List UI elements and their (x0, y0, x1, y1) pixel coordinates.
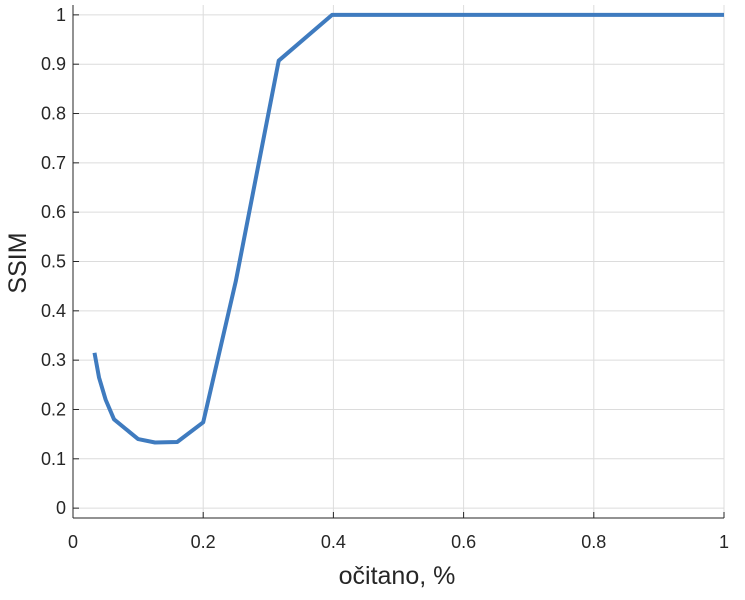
y-tick-label: 0.5 (41, 252, 66, 272)
y-axis-title: SSIM (4, 232, 32, 293)
y-tick-label: 0.9 (41, 54, 66, 74)
x-tick-label: 0.4 (321, 532, 346, 552)
x-tick-label: 0.2 (191, 532, 216, 552)
series-layer (92, 12, 724, 445)
tick-labels: 0 0.2 0.4 0.6 0.8 1 0 0.1 0.2 0.3 0.4 0.5 0.6 0.7 0.8 0… (41, 5, 729, 552)
y-tick-label: 0 (56, 498, 66, 518)
x-tick-label: 0.6 (451, 532, 476, 552)
x-tick-label: 0 (68, 532, 78, 552)
y-tick-label: 0.3 (41, 350, 66, 370)
y-tick-label: 1 (56, 5, 66, 25)
axes (72, 5, 725, 519)
x-axis-title: očitano, % (339, 562, 456, 590)
y-tick-label: 0.6 (41, 202, 66, 222)
y-tick-label: 0.8 (41, 104, 66, 124)
x-tick-label: 0.8 (581, 532, 606, 552)
x-tick-label: 1 (719, 532, 729, 552)
ssim-series-line (92, 12, 724, 445)
y-tick-label: 0.4 (41, 301, 66, 321)
y-tick-label: 0.7 (41, 153, 66, 173)
y-tick-label: 0.1 (41, 449, 66, 469)
y-tick-label: 0.2 (41, 399, 66, 419)
